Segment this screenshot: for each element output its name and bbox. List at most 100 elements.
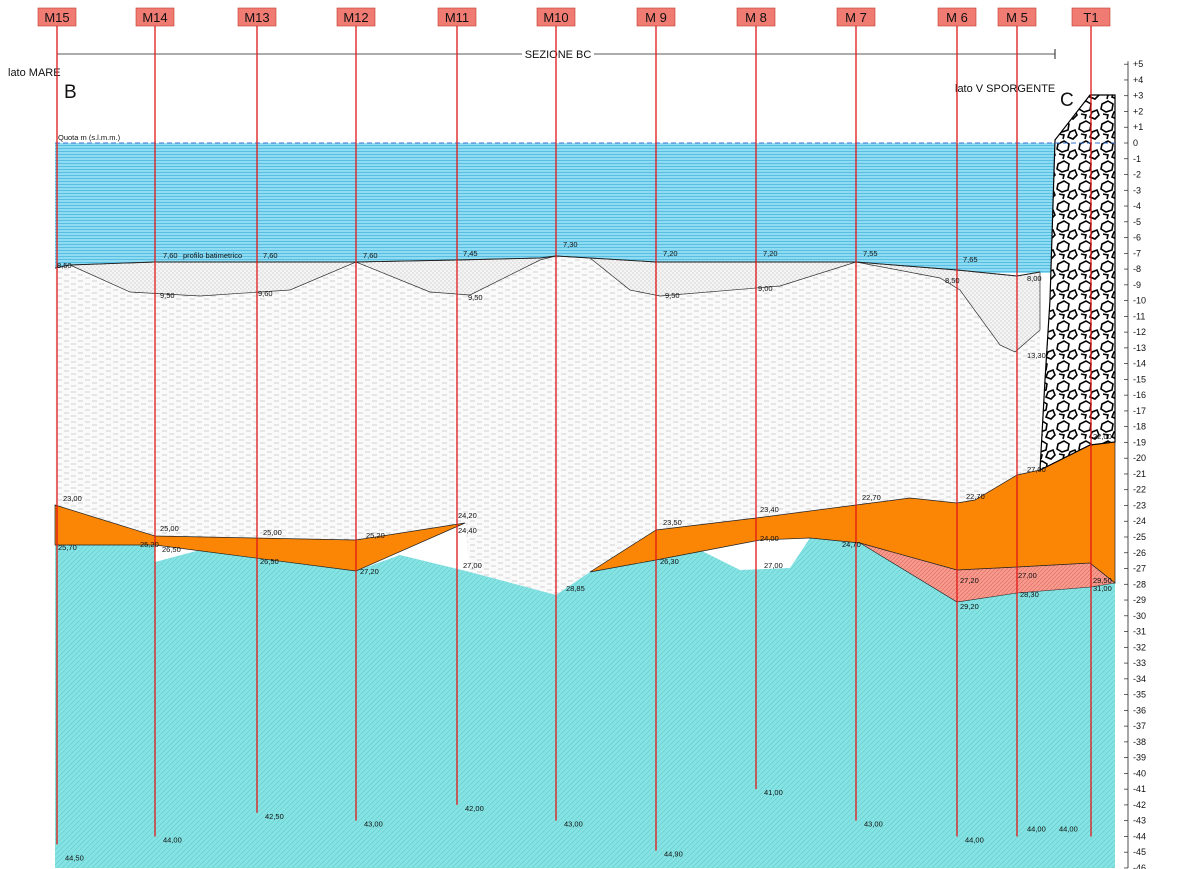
right-letter: C xyxy=(1060,90,1074,111)
borehole-depth: 44,00 xyxy=(1027,824,1046,833)
borehole-tag xyxy=(536,7,576,27)
left-side: lato MARE xyxy=(8,67,61,79)
scale-label: -1 xyxy=(1133,154,1141,164)
borehole-tag xyxy=(736,7,776,27)
scale-label: -31 xyxy=(1133,627,1146,637)
scale-label: -44 xyxy=(1133,831,1146,841)
scale-label: -38 xyxy=(1133,737,1146,747)
layer-label: 25,00 xyxy=(263,528,282,537)
borehole-depth: 44,50 xyxy=(65,853,84,862)
scale-label: -12 xyxy=(1133,327,1146,337)
scale-label: -7 xyxy=(1133,248,1141,258)
scale-label: -43 xyxy=(1133,816,1146,826)
scale-label: -3 xyxy=(1133,185,1141,195)
scale-label: -24 xyxy=(1133,516,1146,526)
borehole-depth: 42,50 xyxy=(265,812,284,821)
scale-label: -8 xyxy=(1133,264,1141,274)
layer-label: 9,50 xyxy=(665,291,680,300)
scale-label: +3 xyxy=(1133,91,1143,101)
borehole-name: M15 xyxy=(44,10,69,25)
borehole-name: T1 xyxy=(1083,10,1098,25)
layer-label: 22,70 xyxy=(966,492,985,501)
layer-label: 22,00 xyxy=(1093,432,1112,441)
borehole-tag xyxy=(836,7,876,27)
layer-label: 7,45 xyxy=(463,249,478,258)
borehole-depth: 41,00 xyxy=(764,788,783,797)
silt-layer xyxy=(55,256,1040,595)
scale-label: +1 xyxy=(1133,122,1143,132)
scale-label: -27 xyxy=(1133,564,1146,574)
scale-label: -17 xyxy=(1133,406,1146,416)
orange-left xyxy=(54,504,466,572)
borehole-tag xyxy=(336,7,376,27)
layer-label: 24,20 xyxy=(458,511,477,520)
scale-label: -32 xyxy=(1133,642,1146,652)
scale-label: +2 xyxy=(1133,106,1143,116)
scale-label: -45 xyxy=(1133,847,1146,857)
borehole-depth: 43,00 xyxy=(564,820,583,829)
scale-label: -4 xyxy=(1133,201,1141,211)
borehole-tag xyxy=(937,7,977,27)
section-title: SEZIONE BC xyxy=(525,49,592,61)
layer-label: 26,30 xyxy=(660,557,679,566)
borehole-name: M 6 xyxy=(946,10,968,25)
scale-label: -46 xyxy=(1133,863,1146,869)
borehole-name: M13 xyxy=(244,10,269,25)
layer-label: 23,00 xyxy=(63,494,82,503)
scale-label: -11 xyxy=(1133,311,1145,321)
borehole-name: M12 xyxy=(343,10,368,25)
layer-label: 13,30 xyxy=(1027,351,1046,360)
breakwater xyxy=(1039,94,1116,471)
borehole-name: M 5 xyxy=(1006,10,1028,25)
scale-label: 0 xyxy=(1133,138,1138,148)
layer-label: 7,60 xyxy=(263,251,278,260)
borehole-tag xyxy=(237,7,277,27)
layer-label: 27,00 xyxy=(764,561,783,570)
scale-label: -30 xyxy=(1133,611,1146,621)
borehole-name: M11 xyxy=(445,10,469,25)
scale-label: -29 xyxy=(1133,595,1146,605)
borehole-depth: 42,00 xyxy=(465,804,484,813)
scale-label: -21 xyxy=(1133,469,1146,479)
scale-label: -22 xyxy=(1133,485,1146,495)
layer-label: 8,50 xyxy=(945,276,960,285)
borehole-depth: 43,00 xyxy=(364,820,383,829)
borehole-tag xyxy=(437,7,477,27)
layer-label: 22,70 xyxy=(862,493,881,502)
scale-label: -42 xyxy=(1133,800,1146,810)
datum-label: Quota m (s.l.m.m.) xyxy=(58,133,121,142)
scale-label: -36 xyxy=(1133,705,1146,715)
profile-label: profilo batimetrico xyxy=(183,251,242,260)
borehole-tag xyxy=(135,7,175,27)
layer-label: 25,70 xyxy=(58,543,77,552)
scale-label: -16 xyxy=(1133,390,1146,400)
section-label-bg xyxy=(522,48,594,60)
borehole-depth: 44,00 xyxy=(965,835,984,844)
scale-label: -15 xyxy=(1133,374,1146,384)
layer-label: 25,00 xyxy=(160,524,179,533)
scale-label: -20 xyxy=(1133,453,1146,463)
scale-label: -23 xyxy=(1133,500,1146,510)
borehole-depth: 44,90 xyxy=(664,850,683,859)
scale-label: -37 xyxy=(1133,721,1146,731)
layer-label: 31,00 xyxy=(1093,584,1112,593)
scale-label: -9 xyxy=(1133,280,1141,290)
borehole-tag xyxy=(37,7,77,27)
borehole-name: M 8 xyxy=(745,10,767,25)
layer-label: 23,40 xyxy=(760,505,779,514)
layer-label: 23,50 xyxy=(663,518,682,527)
scale-label: -14 xyxy=(1133,359,1146,369)
scale-label: -13 xyxy=(1133,343,1146,353)
layer-label: 9,60 xyxy=(258,289,273,298)
scale-label: -41 xyxy=(1133,784,1146,794)
layer-label: 7,30 xyxy=(563,240,578,249)
scale-label: -2 xyxy=(1133,170,1141,180)
layer-label: 26,50 xyxy=(260,557,279,566)
layer-label: 25,20 xyxy=(366,531,385,540)
scale-label: -40 xyxy=(1133,768,1146,778)
layer-label: 24,00 xyxy=(760,534,779,543)
borehole-name: M10 xyxy=(543,10,568,25)
borehole-name: M14 xyxy=(142,10,167,25)
scale-label: -19 xyxy=(1133,437,1146,447)
scale-label: -5 xyxy=(1133,217,1141,227)
